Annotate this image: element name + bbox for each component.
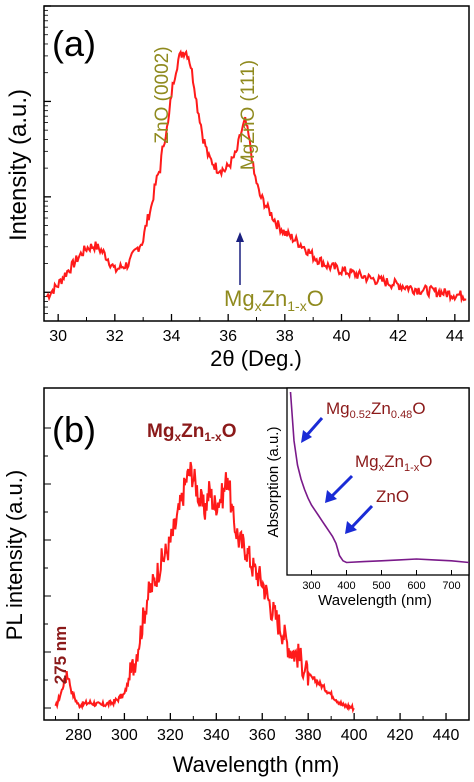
inset-x-tick-label: 600: [407, 580, 425, 592]
panel-b-x-axis-title: Wavelength (nm): [173, 752, 340, 777]
panel-b-peak-label-275: 275 nm: [51, 626, 70, 685]
inset-arrow-1: [305, 417, 324, 436]
panel-a-x-tick-label: 44: [446, 328, 464, 345]
inset-x-tick-label: 700: [442, 580, 460, 592]
panel-b-x-tick-label: 340: [203, 727, 230, 744]
inset-x-tick-label: 300: [302, 580, 320, 592]
inset-y-axis-title: Absorption (a.u.): [265, 427, 282, 538]
panel-b-y-axis-title: PL intensity (a.u.): [2, 470, 27, 640]
inset-arrow-2: [330, 474, 354, 498]
inset-x-tick-label: 400: [337, 580, 355, 592]
inset-arrow-3-head: [345, 521, 357, 534]
panel-a-x-tick-label: 42: [389, 328, 407, 345]
inset-label-zno: ZnO: [376, 487, 409, 506]
inset-arrows: [301, 417, 374, 534]
panel-a-x-axis-title: 2θ (Deg.): [210, 346, 302, 371]
panel-a-y-axis-title: Intensity (a.u.): [5, 89, 32, 241]
panel-a-arrow-label: MgxZn1-xO: [224, 286, 324, 314]
inset-absorption-curve: [289, 391, 470, 564]
panel-a-arrow-head: [236, 232, 244, 242]
panel-b-x-tick-label: 280: [65, 727, 92, 744]
inset-label-mg052zn048o: Mg0.52Zn0.48O: [326, 399, 426, 421]
inset-frame: [286, 387, 470, 576]
panel-b-x-tick-label: 440: [433, 727, 460, 744]
inset-ticks: 300 400 500 600 700: [302, 570, 461, 592]
panel-a-x-tick-label: 32: [106, 328, 124, 345]
inset-x-axis-title: Wavelength (nm): [318, 592, 432, 609]
inset-arrow-2-head: [325, 490, 337, 503]
panel-b-x-tick-label: 300: [111, 727, 138, 744]
panel-b-pl-curve: [54, 461, 355, 714]
panel-b-label: (b): [52, 409, 96, 450]
panel-b-ticks: 280 300 320 340 360 380 400 420 440: [44, 427, 460, 744]
panel-b-x-tick-label: 360: [249, 727, 276, 744]
panel-a-xrd-curve: [45, 49, 467, 304]
panel-a-peak-label-mgzno: MgZnO (111): [238, 60, 259, 170]
panel-a-x-tick-label: 34: [163, 328, 181, 345]
inset-arrow-1-head: [301, 430, 312, 443]
panel-b-peak-label-mgzno: MgxZn1-xO: [147, 421, 236, 444]
panel-b-x-tick-label: 320: [157, 727, 184, 744]
panel-a-x-tick-label: 40: [333, 328, 351, 345]
inset-arrow-3: [350, 504, 374, 529]
panel-b-x-tick-label: 420: [387, 727, 414, 744]
panel-b-x-tick-label: 380: [295, 727, 322, 744]
panel-a-peak-label-zno: ZnO (0002): [152, 46, 173, 143]
panel-a-label: (a): [52, 23, 96, 64]
panel-b-x-tick-label: 400: [341, 727, 368, 744]
panel-a-x-tick-label: 36: [219, 328, 237, 345]
panel-a-x-tick-label: 30: [49, 328, 67, 345]
panel-a-ticks: 30 32 34 36 38 40 42 44: [44, 5, 464, 345]
inset-x-tick-label: 500: [372, 580, 390, 592]
inset-label-mgxzn1xo: MgxZn1-xO: [355, 452, 432, 474]
panel-a-x-tick-label: 38: [276, 328, 294, 345]
